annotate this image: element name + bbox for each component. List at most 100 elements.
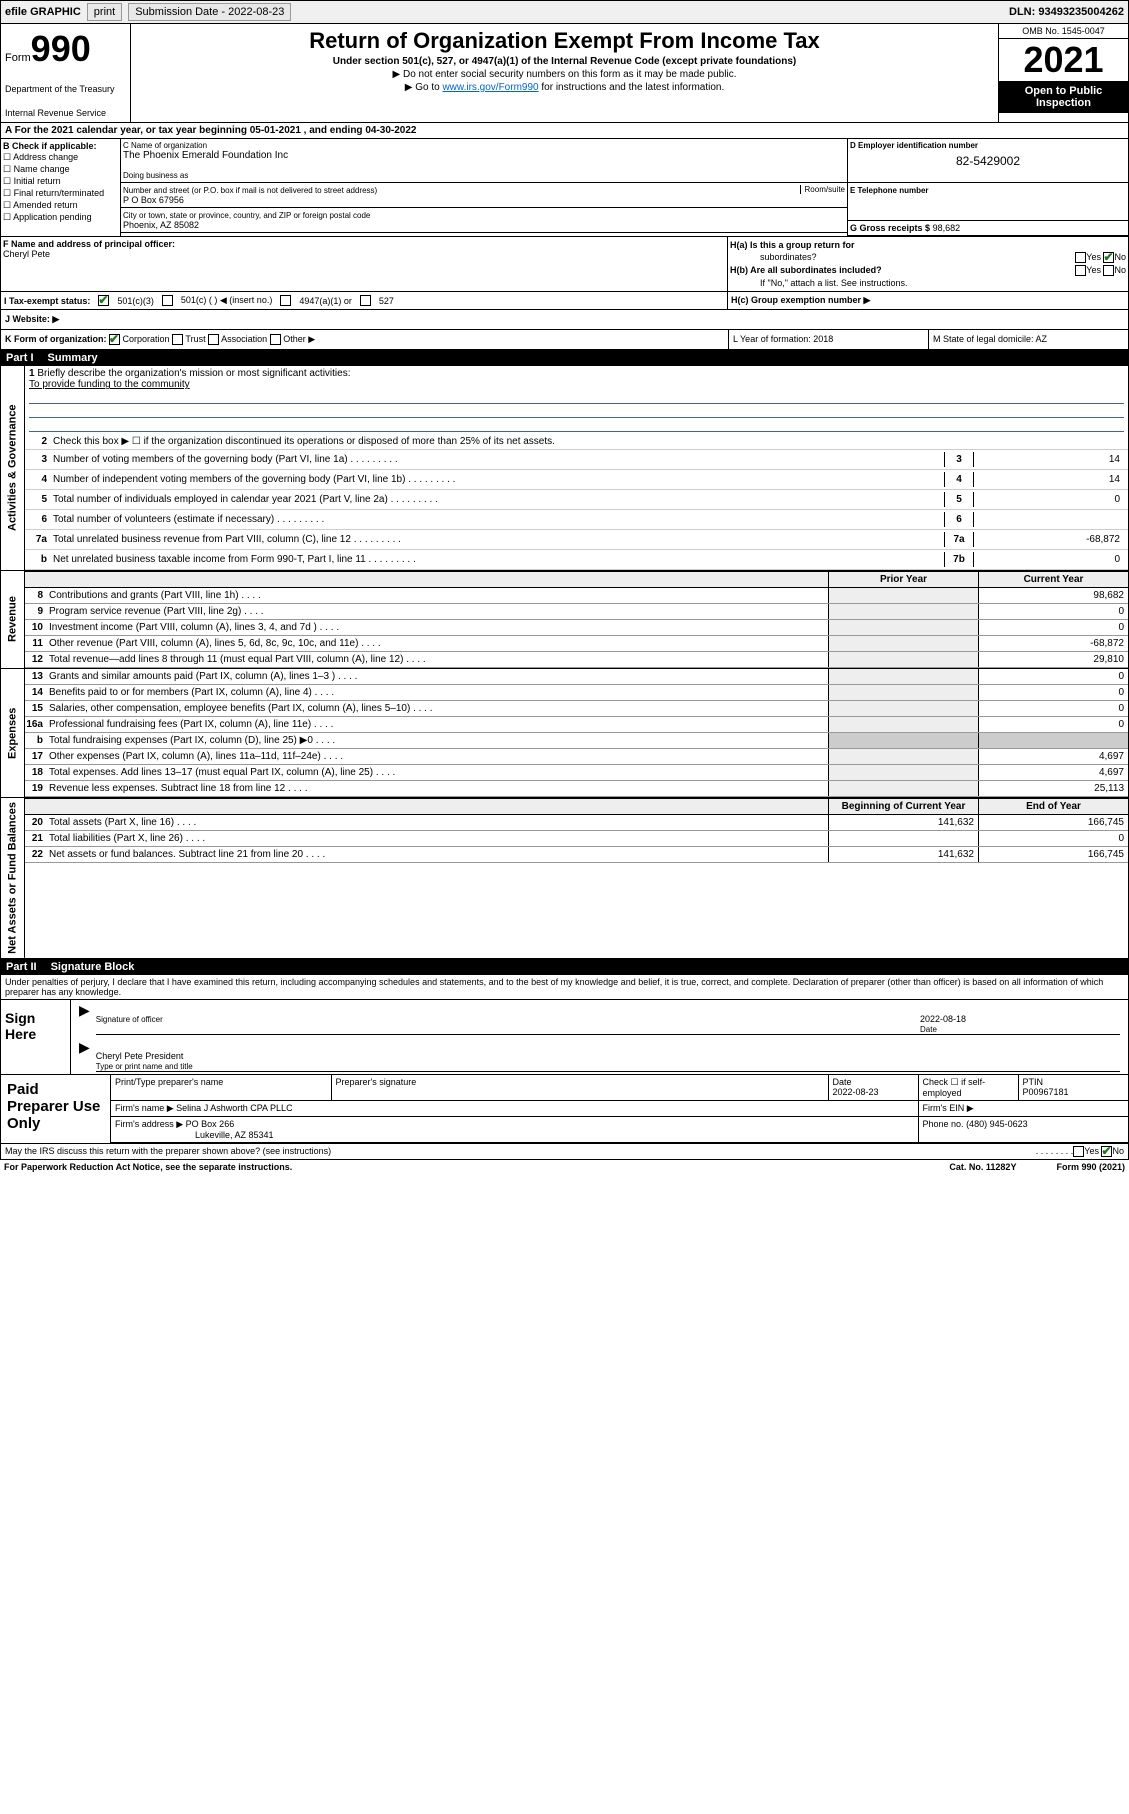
dept-treasury: Department of the Treasury <box>5 84 126 94</box>
open-inspection: Open to Public Inspection <box>999 81 1128 113</box>
city-value: Phoenix, AZ 85082 <box>123 220 199 230</box>
check-501c[interactable] <box>162 295 173 306</box>
addr-label: Number and street (or P.O. box if mail i… <box>123 186 377 195</box>
preparer-table: Print/Type preparer's name Preparer's si… <box>111 1075 1128 1143</box>
tab-revenue: Revenue <box>1 571 25 668</box>
signature-block: Under penalties of perjury, I declare th… <box>0 975 1129 1075</box>
netassets-line: 21Total liabilities (Part X, line 26) . … <box>25 831 1128 847</box>
section-fh: F Name and address of principal officer:… <box>0 237 1129 292</box>
row-a-tax-year: A For the 2021 calendar year, or tax yea… <box>0 123 1129 139</box>
header-right: OMB No. 1545-0047 2021 Open to Public In… <box>998 24 1128 122</box>
part-ii-header: Part II Signature Block <box>0 959 1129 975</box>
part-i-num: Part I <box>6 352 34 364</box>
hdr-prior-year: Prior Year <box>828 572 978 587</box>
expense-line: 13Grants and similar amounts paid (Part … <box>25 669 1128 685</box>
check-assoc[interactable] <box>208 334 219 345</box>
ptin-value: P00967181 <box>1023 1087 1069 1097</box>
form-ref: Form 990 (2021) <box>1056 1162 1125 1172</box>
check-address-change[interactable]: ☐ Address change <box>3 152 118 163</box>
col-f-officer: F Name and address of principal officer:… <box>1 237 728 291</box>
mission-text: To provide funding to the community <box>29 379 190 390</box>
discuss-no[interactable] <box>1101 1146 1112 1157</box>
ha-label: H(a) Is this a group return for <box>730 240 855 250</box>
cat-no: Cat. No. 11282Y <box>949 1162 1016 1172</box>
state-domicile: M State of legal domicile: AZ <box>928 330 1128 349</box>
firm-city: Lukeville, AZ 85341 <box>115 1130 274 1140</box>
check-name-change[interactable]: ☐ Name change <box>3 164 118 175</box>
print-button[interactable]: print <box>87 3 122 21</box>
check-final-return[interactable]: ☐ Final return/terminated <box>3 188 118 199</box>
officer-name-title: Cheryl Pete PresidentType or print name … <box>96 1039 1120 1072</box>
form-header: Form990 Department of the Treasury Inter… <box>0 24 1129 123</box>
tax-exempt-status: I Tax-exempt status: 501(c)(3) 501(c) ( … <box>1 292 728 309</box>
part-i-title: Summary <box>48 352 98 364</box>
row-j-website: J Website: ▶ <box>0 310 1129 330</box>
check-amended[interactable]: ☐ Amended return <box>3 200 118 211</box>
section-bc: B Check if applicable: ☐ Address change … <box>0 139 1129 237</box>
ha-no[interactable] <box>1103 252 1114 263</box>
prep-date: 2022-08-23 <box>833 1087 879 1097</box>
check-501c3[interactable] <box>98 295 109 306</box>
hb-yes[interactable] <box>1075 265 1086 276</box>
org-name-label: C Name of organization <box>123 141 845 150</box>
hdr-current-year: Current Year <box>978 572 1128 587</box>
prep-selfemp[interactable]: Check ☐ if self-employed <box>923 1077 986 1098</box>
form-title: Return of Organization Exempt From Incom… <box>135 28 994 54</box>
header-left: Form990 Department of the Treasury Inter… <box>1 24 131 122</box>
check-527[interactable] <box>360 295 371 306</box>
netassets-header: Beginning of Current Year End of Year <box>25 798 1128 815</box>
paid-preparer: Paid Preparer Use Only Print/Type prepar… <box>0 1075 1129 1144</box>
tab-activities: Activities & Governance <box>1 366 25 570</box>
officer-label: F Name and address of principal officer: <box>3 239 175 249</box>
check-other[interactable] <box>270 334 281 345</box>
note-link: ▶ Go to www.irs.gov/Form990 for instruct… <box>135 82 994 93</box>
phone-label: Phone no. <box>923 1119 964 1129</box>
expense-line: 19Revenue less expenses. Subtract line 1… <box>25 781 1128 797</box>
check-initial-return[interactable]: ☐ Initial return <box>3 176 118 187</box>
ein-cell: D Employer identification number 82-5429… <box>848 139 1128 183</box>
discuss-yes[interactable] <box>1073 1146 1084 1157</box>
check-corp[interactable] <box>109 334 120 345</box>
dba-label: Doing business as <box>123 171 845 180</box>
hb-label: H(b) Are all subordinates included? <box>730 265 882 275</box>
part-ii-title: Signature Block <box>51 961 135 973</box>
paid-preparer-label: Paid Preparer Use Only <box>1 1075 111 1143</box>
form-of-org: K Form of organization: Corporation Trus… <box>1 330 728 349</box>
summary-line: 5Total number of individuals employed in… <box>25 490 1128 510</box>
address-block: Number and street (or P.O. box if mail i… <box>121 183 848 236</box>
tab-expenses: Expenses <box>1 669 25 797</box>
expense-line: 18Total expenses. Add lines 13–17 (must … <box>25 765 1128 781</box>
ha-yes[interactable] <box>1075 252 1086 263</box>
perjury-declaration: Under penalties of perjury, I declare th… <box>1 975 1128 999</box>
note-ssn: ▶ Do not enter social security numbers o… <box>135 69 994 80</box>
netassets-section: Net Assets or Fund Balances Beginning of… <box>0 798 1129 959</box>
hc-group-exemption: H(c) Group exemption number ▶ <box>728 292 1128 309</box>
row-k: K Form of organization: Corporation Trus… <box>0 330 1129 350</box>
year-formation: L Year of formation: 2018 <box>728 330 928 349</box>
room-label: Room/suite <box>800 185 845 194</box>
part-i-header: Part I Summary <box>0 350 1129 366</box>
city-label: City or town, state or province, country… <box>123 211 370 220</box>
firm-name: Selina J Ashworth CPA PLLC <box>176 1103 292 1113</box>
form-word: Form <box>5 52 31 64</box>
form-subtitle: Under section 501(c), 527, or 4947(a)(1)… <box>135 56 994 67</box>
col-b-checks: B Check if applicable: ☐ Address change … <box>1 139 121 236</box>
activities-governance: Activities & Governance 1 Briefly descri… <box>0 366 1129 571</box>
row-i: I Tax-exempt status: 501(c)(3) 501(c) ( … <box>0 292 1129 310</box>
expense-line: 16aProfessional fundraising fees (Part I… <box>25 717 1128 733</box>
col-h-group: H(a) Is this a group return for subordin… <box>728 237 1128 291</box>
check-app-pending[interactable]: ☐ Application pending <box>3 212 118 223</box>
check-trust[interactable] <box>172 334 183 345</box>
hb-no[interactable] <box>1103 265 1114 276</box>
summary-line: 3Number of voting members of the governi… <box>25 450 1128 470</box>
org-name-cell: C Name of organization The Phoenix Emera… <box>121 139 848 183</box>
firm-addr-label: Firm's address ▶ <box>115 1119 183 1129</box>
signature-field[interactable]: Signature of officer <box>96 1002 920 1035</box>
revenue-header: Prior Year Current Year <box>25 571 1128 588</box>
summary-line: 4Number of independent voting members of… <box>25 470 1128 490</box>
hdr-end: End of Year <box>978 799 1128 814</box>
irs-link[interactable]: www.irs.gov/Form990 <box>442 82 538 93</box>
summary-line: bNet unrelated business taxable income f… <box>25 550 1128 570</box>
telephone-label: E Telephone number <box>850 186 929 195</box>
check-4947[interactable] <box>280 295 291 306</box>
